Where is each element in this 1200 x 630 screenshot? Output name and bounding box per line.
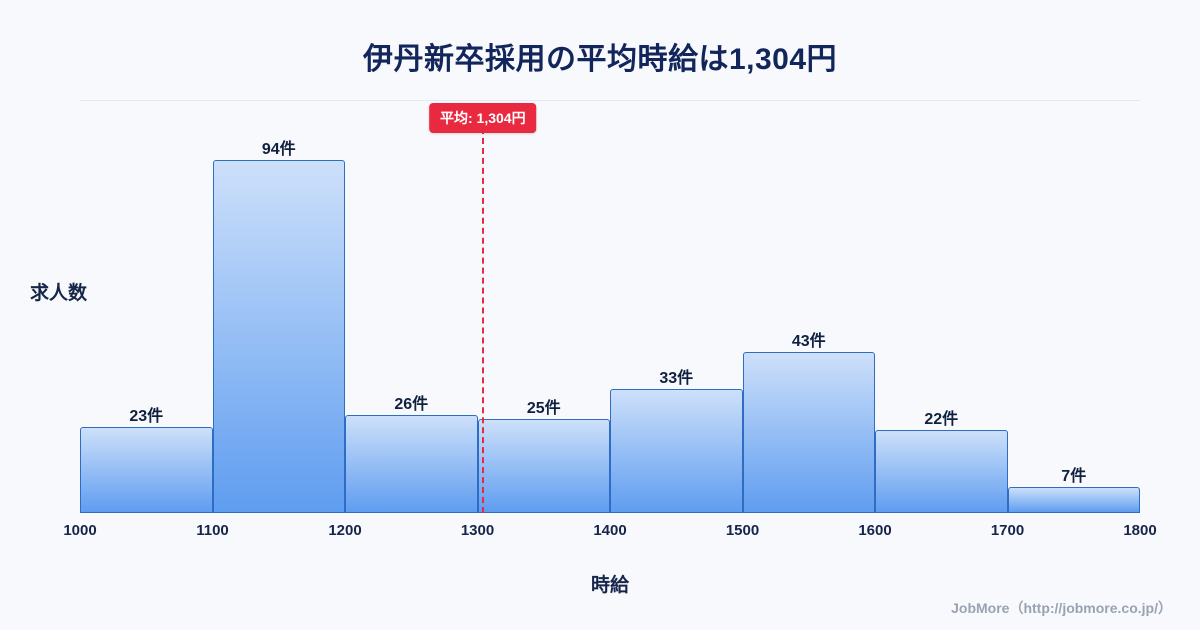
histogram-bar: 23件: [80, 408, 213, 513]
histogram-bar: 94件: [212, 141, 345, 513]
y-axis-label: 求人数: [30, 283, 88, 304]
bar-value-label: 43件: [791, 332, 826, 350]
chart-title: 伊丹新卒採用の平均時給は1,304円: [362, 43, 838, 76]
histogram-bar: 26件: [345, 396, 478, 513]
bar-value-label: 26件: [394, 396, 429, 414]
x-axis-label: 時給: [590, 575, 629, 596]
histogram-bar: 22件: [875, 411, 1008, 513]
bar-value-label: 94件: [261, 141, 296, 159]
histogram-bar: 43件: [742, 333, 875, 513]
x-tick-label: 1600: [858, 522, 892, 539]
bar-value-label: 22件: [924, 411, 959, 429]
mean-line: [481, 128, 484, 513]
bar-value-label: 33件: [659, 370, 694, 388]
x-tick-label: 1200: [328, 522, 362, 539]
x-tick-label: 1000: [63, 522, 97, 539]
bar-value-label: 7件: [1061, 467, 1087, 485]
histogram-bar: 7件: [1007, 468, 1140, 513]
top-gridline: [80, 100, 1140, 101]
bar-value-label: 23件: [129, 407, 164, 425]
x-tick-label: 1300: [460, 522, 495, 539]
x-tick-label: 1100: [196, 522, 229, 539]
bar-value-label: 25件: [526, 400, 561, 418]
plot-area: 23件 94件 26件 25件 33件 43件 22件 7件: [80, 100, 1140, 513]
x-tick-label: 1700: [990, 522, 1025, 539]
x-axis-ticks: 1000 1100 1200 1300 1400 1500 1600 1700 1800: [63, 522, 1156, 542]
footer-credit: JobMore（http://jobmore.co.jp/）: [951, 600, 1172, 616]
histogram-bar: 33件: [610, 370, 743, 513]
histogram-bar: 25件: [477, 400, 610, 513]
x-tick-label: 1500: [725, 522, 760, 539]
mean-badge: 平均: 1,304円: [429, 103, 537, 133]
x-tick-label: 1400: [593, 522, 627, 539]
x-tick-label: 1800: [1123, 522, 1157, 539]
